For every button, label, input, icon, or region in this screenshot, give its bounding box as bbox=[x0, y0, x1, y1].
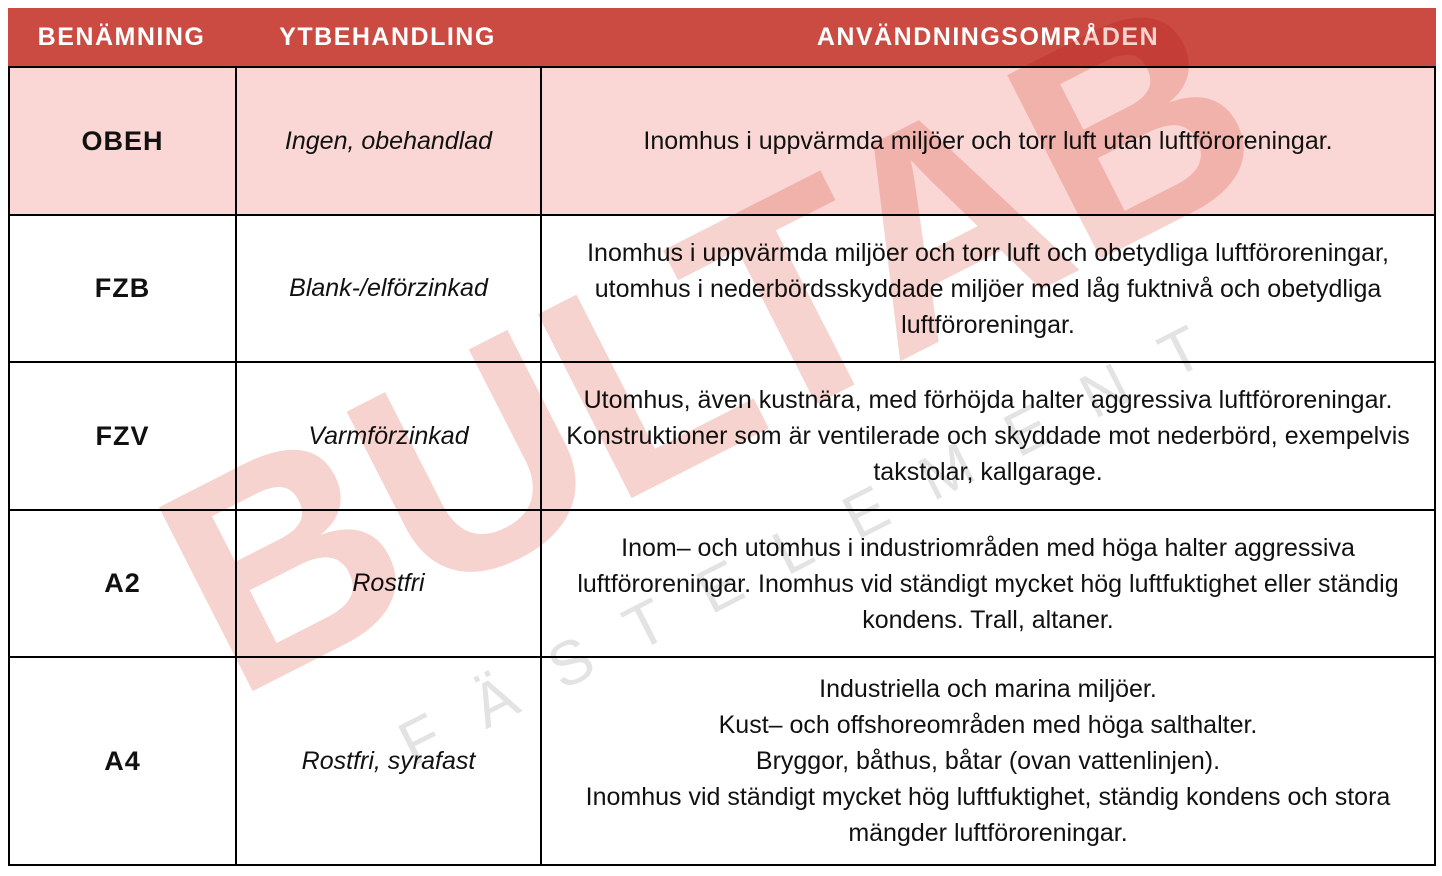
usage-areas-cell: Inomhus i uppvärmda miljöer och torr luf… bbox=[540, 66, 1436, 214]
designation-cell: OBEH bbox=[8, 66, 235, 214]
usage-areas-cell: Inomhus i uppvärmda miljöer och torr luf… bbox=[540, 214, 1436, 361]
surface-treatment-cell: Rostfri, syrafast bbox=[235, 656, 540, 866]
surface-treatment-cell: Ingen, obehandlad bbox=[235, 66, 540, 214]
designation-cell: FZB bbox=[8, 214, 235, 361]
column-header-surface-treatment: YTBEHANDLING bbox=[279, 22, 496, 51]
usage-areas-cell: Industriella och marina miljöer. Kust– o… bbox=[540, 656, 1436, 866]
column-header-designation: BENÄMNING bbox=[37, 22, 206, 51]
surface-treatment-cell: Varmförzinkad bbox=[235, 361, 540, 509]
table-row: A4 Rostfri, syrafast Industriella och ma… bbox=[8, 656, 1436, 866]
designation-cell: A4 bbox=[8, 656, 235, 866]
table-row: OBEH Ingen, obehandlad Inomhus i uppvärm… bbox=[8, 66, 1436, 214]
table-row: FZV Varmförzinkad Utomhus, även kustnära… bbox=[8, 361, 1436, 509]
surface-treatment-cell: Rostfri bbox=[235, 509, 540, 656]
usage-areas-cell: Utomhus, även kustnära, med förhöjda hal… bbox=[540, 361, 1436, 509]
surface-treatment-table: BENÄMNING YTBEHANDLING ANVÄNDNINGSOMRÅDE… bbox=[8, 8, 1436, 866]
surface-treatment-cell: Blank-/elförzinkad bbox=[235, 214, 540, 361]
designation-cell: A2 bbox=[8, 509, 235, 656]
table-row: A2 Rostfri Inom– och utomhus i industrio… bbox=[8, 509, 1436, 656]
column-header-usage-areas: ANVÄNDNINGSOMRÅDEN bbox=[816, 22, 1160, 51]
table-header-row: BENÄMNING YTBEHANDLING ANVÄNDNINGSOMRÅDE… bbox=[8, 8, 1436, 66]
designation-cell: FZV bbox=[8, 361, 235, 509]
table-row: FZB Blank-/elförzinkad Inomhus i uppvärm… bbox=[8, 214, 1436, 361]
usage-areas-cell: Inom– och utomhus i industriområden med … bbox=[540, 509, 1436, 656]
